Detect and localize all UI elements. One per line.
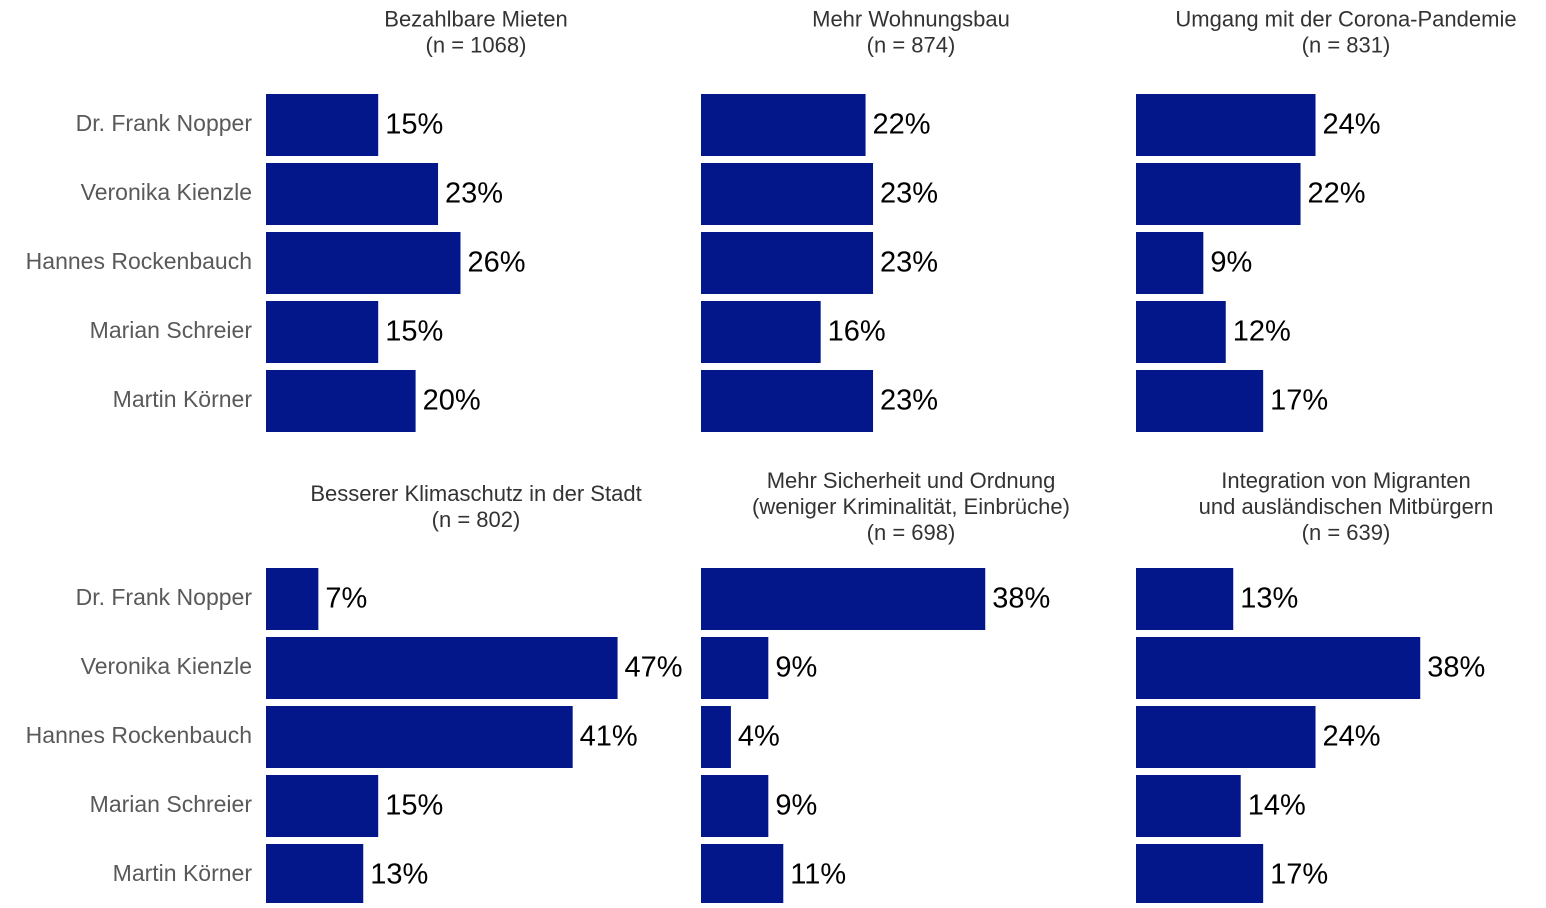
bar (701, 568, 986, 630)
bar (701, 301, 821, 363)
value-label: 15% (385, 316, 443, 348)
value-label: 23% (880, 385, 938, 417)
bar (701, 163, 874, 225)
panel-title: (n = 831) (1302, 32, 1391, 57)
bar (1136, 706, 1316, 768)
value-label: 23% (445, 178, 503, 210)
bar (266, 637, 618, 699)
value-label: 9% (775, 790, 817, 822)
bar (701, 637, 769, 699)
value-label: 38% (992, 583, 1050, 615)
category-label: Hannes Rockenbauch (26, 248, 252, 274)
bar (266, 301, 379, 363)
value-label: 26% (467, 247, 525, 279)
panel-title: (n = 874) (867, 32, 956, 57)
bar (1136, 370, 1264, 432)
value-label: 13% (370, 859, 428, 891)
panel-title: Mehr Wohnungsbau (812, 6, 1010, 31)
value-label: 23% (880, 178, 938, 210)
value-label: 4% (738, 721, 780, 753)
bar (701, 370, 874, 432)
panel-title: (n = 1068) (426, 32, 527, 57)
category-label: Hannes Rockenbauch (26, 722, 252, 748)
panel-title: (n = 698) (867, 520, 956, 545)
value-label: 20% (423, 385, 481, 417)
category-label: Veronika Kienzle (81, 179, 252, 205)
value-label: 9% (775, 652, 817, 684)
value-label: 23% (880, 247, 938, 279)
category-label: Marian Schreier (90, 317, 253, 343)
value-label: 47% (625, 652, 683, 684)
bar (266, 163, 439, 225)
value-label: 11% (790, 859, 846, 891)
bar (1136, 568, 1234, 630)
panel-title: (n = 802) (432, 507, 521, 532)
value-label: 17% (1270, 859, 1328, 891)
bar (1136, 637, 1421, 699)
value-label: 15% (385, 109, 443, 141)
panel-title: Mehr Sicherheit und Ordnung (767, 468, 1056, 493)
bar (1136, 232, 1204, 294)
bar (266, 568, 319, 630)
bar (1136, 301, 1226, 363)
value-label: 13% (1240, 583, 1298, 615)
value-label: 14% (1248, 790, 1306, 822)
category-label: Martin Körner (113, 860, 253, 886)
value-label: 24% (1323, 721, 1381, 753)
value-label: 12% (1233, 316, 1291, 348)
value-label: 22% (873, 109, 931, 141)
value-label: 38% (1427, 652, 1485, 684)
bar (1136, 844, 1264, 906)
bar (1136, 163, 1301, 225)
bar (266, 232, 461, 294)
bar (266, 706, 573, 768)
bar (266, 775, 379, 837)
bar (266, 94, 379, 156)
bar (701, 775, 769, 837)
category-label: Veronika Kienzle (81, 653, 252, 679)
value-label: 16% (828, 316, 886, 348)
panel-title: Bezahlbare Mieten (384, 6, 567, 31)
bar (701, 94, 866, 156)
category-label: Marian Schreier (90, 791, 253, 817)
category-label: Martin Körner (113, 386, 253, 412)
panel-title: Umgang mit der Corona-Pandemie (1175, 6, 1516, 31)
bar (266, 844, 364, 906)
bar (701, 706, 731, 768)
panel-title: und ausländischen Mitbürgern (1199, 494, 1494, 519)
category-label: Dr. Frank Nopper (76, 584, 253, 610)
bar (1136, 775, 1241, 837)
panel-title: (n = 639) (1302, 520, 1391, 545)
bar (701, 232, 874, 294)
panel-title: (weniger Kriminalität, Einbrüche) (752, 494, 1070, 519)
value-label: 22% (1308, 178, 1366, 210)
bar (701, 844, 784, 906)
panel-title: Integration von Migranten (1221, 468, 1471, 493)
value-label: 9% (1210, 247, 1252, 279)
value-label: 41% (580, 721, 638, 753)
value-label: 15% (385, 790, 443, 822)
value-label: 7% (325, 583, 367, 615)
value-label: 17% (1270, 385, 1328, 417)
value-label: 24% (1323, 109, 1381, 141)
bar (1136, 94, 1316, 156)
bar (266, 370, 416, 432)
category-label: Dr. Frank Nopper (76, 110, 253, 136)
panel-title: Besserer Klimaschutz in der Stadt (310, 481, 641, 506)
